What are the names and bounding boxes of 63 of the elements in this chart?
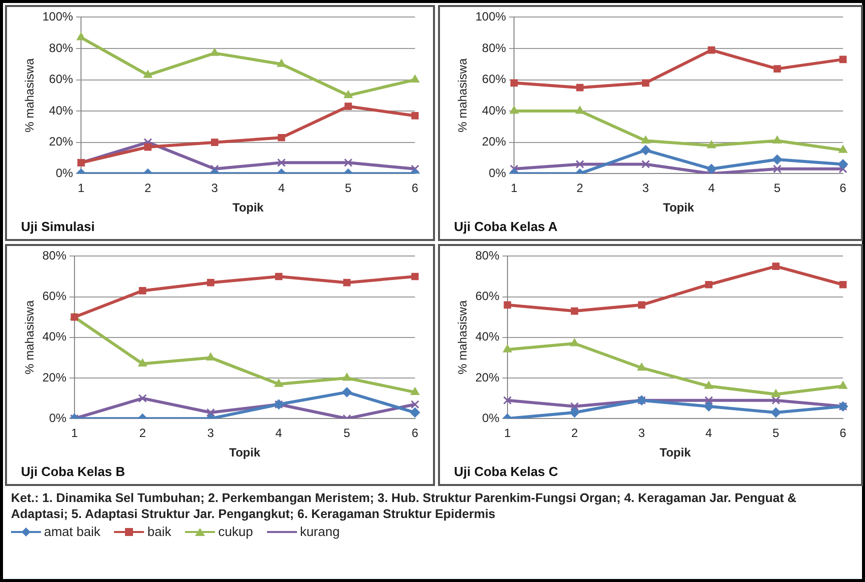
y-tick-label: 60% xyxy=(482,72,506,86)
x-tick-label: 5 xyxy=(344,181,352,196)
x-tick-label: 2 xyxy=(576,181,584,196)
y-axis-title: % mahasiswa xyxy=(22,300,37,374)
y-tick-label: 0% xyxy=(49,410,67,425)
text: Ket.: 1. Dinamika Sel Tumbuhan; 2. Perkembangan Meristem; 3. Hub. Struktur Parenkim-Fungsi Organ; 4. Keragaman Jar. Penguat & Adaptasi; 5. Adaptasi Struktur Jar. Pengangkut; 6. Keragaman Struktur Epidermis xyxy=(11,490,798,522)
y-tick-label: 20% xyxy=(475,370,500,384)
y-axis-title: % mahasiswa xyxy=(456,58,470,132)
y-tick-label: 0% xyxy=(488,166,506,180)
text: Uji Coba Kelas C xyxy=(454,464,559,479)
legend-label: amat baik xyxy=(44,524,100,540)
x-axis-title: Topik xyxy=(660,446,692,460)
legend-label: kurang xyxy=(300,524,340,540)
y-tick-label: 100% xyxy=(475,10,506,24)
x-tick-label: 3 xyxy=(638,426,646,440)
y-tick-label: 40% xyxy=(49,103,74,118)
x-tick-label: 6 xyxy=(840,426,847,440)
x-tick-label: 1 xyxy=(71,426,78,440)
x-tick-label: 5 xyxy=(344,426,351,440)
x-tick-label: 5 xyxy=(774,181,781,196)
x-tick-label: 2 xyxy=(139,426,146,440)
y-tick-label: 0% xyxy=(56,166,74,180)
x-tick-label: 5 xyxy=(772,426,780,440)
legend-label: baik xyxy=(147,524,172,540)
x-axis-title: Topik xyxy=(662,200,694,215)
y-tick-label: 80% xyxy=(482,40,506,55)
x-tick-label: 3 xyxy=(207,426,214,440)
x-tick-label: 1 xyxy=(78,181,85,196)
x-tick-label: 6 xyxy=(840,181,847,196)
x-tick-label: 6 xyxy=(412,181,419,196)
y-tick-label: 80% xyxy=(42,248,67,263)
y-tick-label: 20% xyxy=(482,134,506,149)
x-tick-label: 4 xyxy=(708,181,716,196)
y-tick-label: 80% xyxy=(49,40,74,55)
y-tick-label: 60% xyxy=(475,289,500,304)
x-axis-title: Topik xyxy=(229,446,261,460)
y-tick-label: 20% xyxy=(42,370,67,384)
y-axis-title: % mahasiswa xyxy=(22,58,37,132)
y-tick-label: 20% xyxy=(49,134,74,149)
x-tick-label: 6 xyxy=(412,426,419,440)
text: Uji Coba Kelas A xyxy=(454,218,558,234)
y-tick-label: 40% xyxy=(42,330,67,344)
y-tick-label: 60% xyxy=(49,72,74,86)
x-tick-label: 4 xyxy=(278,181,286,196)
y-tick-label: 40% xyxy=(482,103,506,118)
y-tick-label: 40% xyxy=(475,330,500,344)
x-tick-label: 2 xyxy=(571,426,578,440)
x-tick-label: 1 xyxy=(510,181,518,196)
legend-label: cukup xyxy=(218,524,253,540)
y-tick-label: 0% xyxy=(482,410,500,425)
x-tick-label: 4 xyxy=(275,426,282,440)
x-tick-label: 3 xyxy=(211,181,218,196)
x-tick-label: 1 xyxy=(504,426,512,440)
text: Uji Coba Kelas B xyxy=(21,464,126,479)
y-tick-label: 80% xyxy=(475,248,500,263)
x-axis-title: Topik xyxy=(232,200,264,215)
y-axis-title: % mahasiswa xyxy=(456,300,470,374)
text: Uji Simulasi xyxy=(21,218,95,234)
x-tick-label: 3 xyxy=(642,181,650,196)
x-tick-label: 4 xyxy=(705,426,712,440)
y-tick-label: 100% xyxy=(42,10,74,24)
x-tick-label: 2 xyxy=(144,181,152,196)
y-tick-label: 60% xyxy=(42,289,67,304)
